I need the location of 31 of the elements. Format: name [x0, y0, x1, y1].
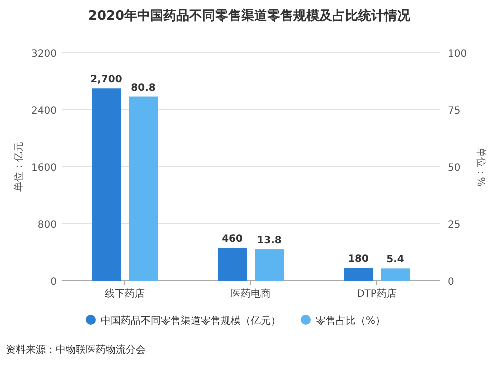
y2-tick-label: 100 [448, 49, 468, 60]
x-tick-label: DTP药店 [357, 288, 397, 300]
data-label: 80.8 [131, 82, 156, 94]
text: 资料来源：中物联医药物流分会 [6, 344, 146, 356]
y2-axis-title: 单位：% [475, 147, 487, 187]
bar [255, 250, 284, 281]
data-label: 2,700 [90, 74, 122, 86]
y-tick-label: 800 [38, 220, 57, 231]
legend-label: 中国药品不同零售渠道零售规模（亿元） [101, 315, 281, 327]
y-tick-label: 1600 [32, 163, 57, 174]
x-tick-label: 医药电商 [231, 288, 271, 300]
legend-label: 零售占比（%） [316, 315, 386, 327]
y2-tick-label: 50 [448, 163, 461, 174]
data-label: 13.8 [257, 236, 282, 247]
bar [218, 248, 247, 281]
bar [381, 268, 410, 281]
chart-title: 2020年中国药品不同零售渠道零售规模及占比统计情况 [88, 8, 412, 24]
y-tick-label: 0 [50, 277, 57, 288]
y2-tick-label: 75 [448, 106, 461, 117]
data-label: 460 [222, 234, 243, 246]
data-label: 5.4 [386, 254, 404, 266]
y-tick-label: 2400 [32, 106, 57, 117]
y2-tick-label: 25 [448, 220, 461, 231]
y-axis-title: 单位：亿元 [13, 142, 25, 192]
y2-tick-label: 0 [448, 277, 454, 288]
bar [344, 268, 373, 281]
bar [92, 88, 121, 281]
y-tick-label: 3200 [32, 49, 57, 60]
bar [129, 96, 158, 281]
data-label: 180 [348, 254, 369, 266]
x-tick-label: 线下药店 [105, 288, 145, 300]
